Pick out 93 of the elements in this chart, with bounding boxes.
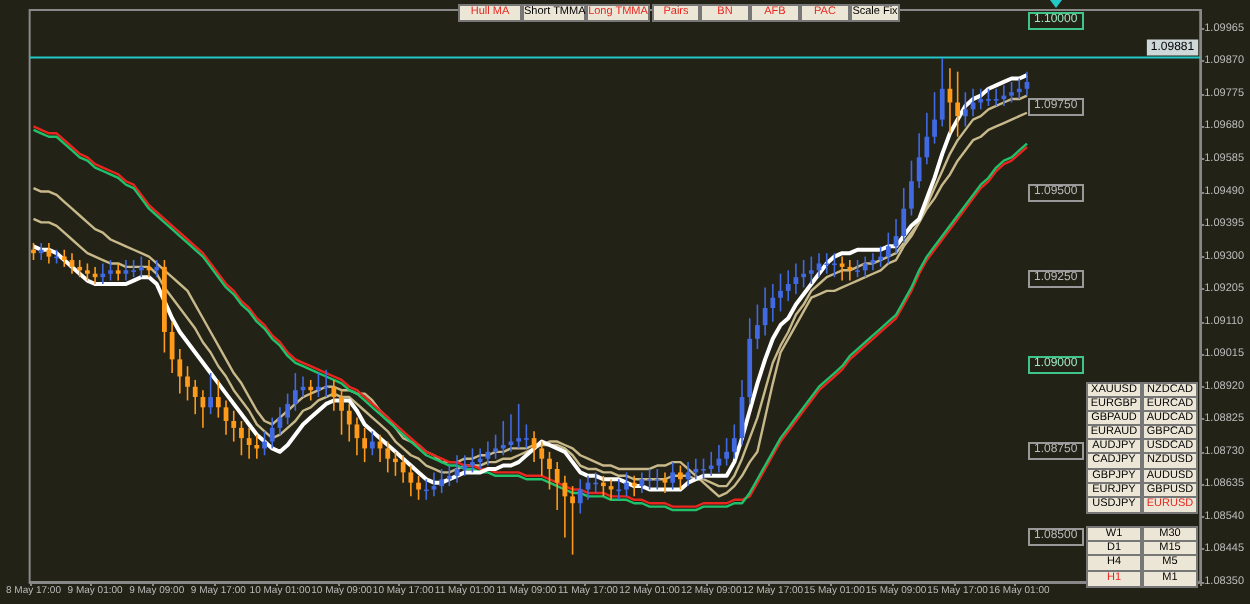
candlestick xyxy=(731,423,737,460)
candlestick xyxy=(416,475,421,501)
candlestick xyxy=(554,461,560,511)
candlestick xyxy=(916,132,922,189)
candlestick xyxy=(177,348,183,395)
candlestick xyxy=(562,475,568,539)
candlestick xyxy=(500,420,506,457)
candlestick xyxy=(269,416,275,450)
candlestick xyxy=(61,248,67,268)
candlestick xyxy=(192,379,198,415)
candlestick xyxy=(862,255,868,278)
candlestick xyxy=(1001,84,1007,107)
candlestick xyxy=(978,87,984,111)
candlestick xyxy=(362,427,368,463)
candlestick xyxy=(670,461,676,491)
candlestick xyxy=(1016,77,1022,100)
candlestick xyxy=(770,283,776,323)
candlestick xyxy=(577,478,583,515)
candlestick xyxy=(138,255,144,278)
candlestick xyxy=(346,403,352,443)
candlestick xyxy=(408,464,414,498)
candlestick xyxy=(647,468,652,491)
candlestick xyxy=(316,372,321,398)
candlestick xyxy=(339,389,344,436)
candlestick xyxy=(246,427,252,460)
candlestick xyxy=(608,478,614,501)
candlestick xyxy=(901,187,907,244)
candlestick xyxy=(369,430,375,457)
candlestick xyxy=(762,286,768,337)
candlestick xyxy=(708,451,714,477)
candlestick xyxy=(215,379,221,419)
candlestick xyxy=(924,111,930,165)
candlestick xyxy=(185,365,190,402)
candlestick xyxy=(909,159,914,217)
candlestick xyxy=(654,468,660,491)
candlestick xyxy=(462,454,468,477)
candlestick xyxy=(993,87,999,107)
candlestick xyxy=(477,447,483,470)
candlestick xyxy=(262,430,267,457)
candlestick xyxy=(624,471,629,498)
candlestick xyxy=(955,70,961,138)
candlestick xyxy=(331,379,337,412)
candlestick xyxy=(755,303,760,350)
candlestick xyxy=(523,423,529,450)
candlestick xyxy=(939,57,945,128)
candlestick xyxy=(308,379,314,402)
candlestick xyxy=(493,433,498,460)
candlestick xyxy=(878,245,884,268)
candlestick xyxy=(962,91,968,128)
candlestick xyxy=(631,475,637,498)
candlestick xyxy=(115,262,121,282)
candlestick xyxy=(539,440,545,477)
candlestick xyxy=(154,259,160,278)
candlestick xyxy=(239,420,244,457)
candlestick xyxy=(431,471,437,498)
candlestick xyxy=(516,403,522,450)
candlestick xyxy=(778,272,783,313)
candlestick xyxy=(678,464,683,491)
candlestick xyxy=(77,259,83,278)
candlestick xyxy=(439,468,445,494)
candlestick xyxy=(393,451,398,477)
candlestick xyxy=(285,392,291,426)
candlestick xyxy=(123,259,129,282)
candlestick xyxy=(169,320,175,374)
candlestick xyxy=(38,242,44,261)
candlestick xyxy=(100,262,106,285)
candlestick xyxy=(885,231,891,265)
candlestick xyxy=(832,252,837,278)
candlestick xyxy=(446,464,452,487)
candlestick xyxy=(108,259,113,282)
candlestick xyxy=(847,259,853,282)
candlestick xyxy=(724,437,729,467)
candlestick xyxy=(785,269,791,302)
candlestick xyxy=(839,255,845,282)
candlestick xyxy=(824,252,830,275)
candlestick xyxy=(231,409,237,443)
candlestick xyxy=(385,440,391,474)
candlestick xyxy=(1009,81,1014,104)
candlestick xyxy=(570,485,575,556)
candlestick xyxy=(932,91,937,145)
candlestick xyxy=(400,454,406,484)
candlestick xyxy=(808,255,814,285)
candlestick xyxy=(485,440,491,467)
candlestick xyxy=(208,372,214,415)
candlestick xyxy=(801,259,807,289)
candlestick xyxy=(693,457,699,481)
candlestick xyxy=(254,433,260,460)
candlestick xyxy=(662,471,668,494)
candlestick xyxy=(701,457,706,481)
candlestick xyxy=(547,451,552,491)
candlestick xyxy=(470,447,475,474)
candlestick xyxy=(292,372,298,412)
candlestick xyxy=(601,475,606,498)
